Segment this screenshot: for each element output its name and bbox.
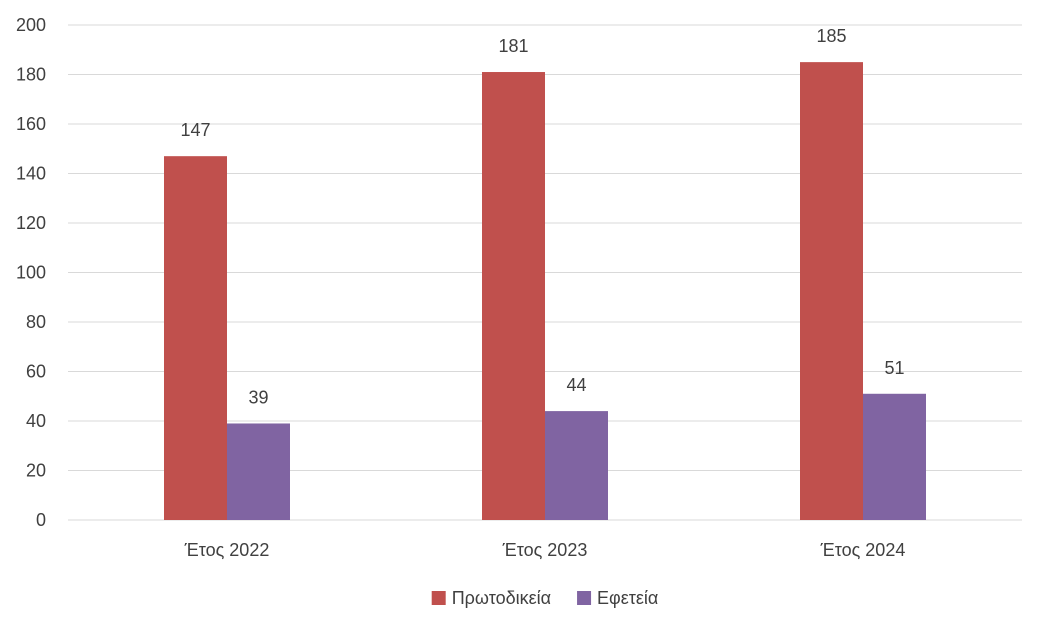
- legend-item: Πρωτοδικεία: [431, 588, 551, 608]
- legend-label: Πρωτοδικεία: [452, 588, 551, 608]
- legend-label: Εφετεία: [597, 588, 658, 608]
- bar-series-1: [164, 156, 227, 521]
- y-tick-label: 80: [26, 312, 46, 332]
- legend-swatch: [577, 591, 592, 605]
- x-axis-tick-labels: Έτος 2022 Έτος 2023 Έτος 2024: [184, 540, 906, 560]
- y-tick-label: 160: [16, 114, 46, 134]
- y-tick-label: 180: [16, 65, 46, 85]
- data-label: 181: [498, 36, 528, 56]
- y-tick-label: 140: [16, 164, 46, 184]
- bars: [164, 62, 926, 521]
- bar-series-2: [863, 393, 926, 520]
- y-tick-label: 40: [26, 411, 46, 431]
- y-tick-label: 0: [36, 510, 46, 530]
- y-tick-label: 120: [16, 213, 46, 233]
- y-tick-label: 100: [16, 263, 46, 283]
- bar-series-2: [227, 423, 290, 520]
- data-labels: 147 39 181 44 185 51: [180, 26, 904, 407]
- bar-series-1: [482, 72, 545, 521]
- y-tick-label: 20: [26, 461, 46, 481]
- data-label: 185: [816, 26, 846, 46]
- data-label: 147: [180, 120, 210, 140]
- y-axis-tick-labels: 0 20 40 60 80 100 120 140 160 180 200: [16, 15, 46, 530]
- x-tick-label: Έτος 2023: [502, 540, 588, 560]
- x-tick-label: Έτος 2022: [184, 540, 270, 560]
- bar-series-1: [800, 62, 863, 520]
- legend: Πρωτοδικεία Εφετεία: [431, 588, 658, 608]
- bar-series-2: [545, 411, 608, 520]
- legend-swatch: [431, 591, 446, 605]
- y-tick-label: 200: [16, 15, 46, 35]
- data-label: 39: [248, 387, 268, 407]
- legend-item: Εφετεία: [577, 588, 658, 608]
- x-tick-label: Έτος 2024: [820, 540, 906, 560]
- data-label: 44: [566, 375, 586, 395]
- y-tick-label: 60: [26, 362, 46, 382]
- data-label: 51: [884, 358, 904, 378]
